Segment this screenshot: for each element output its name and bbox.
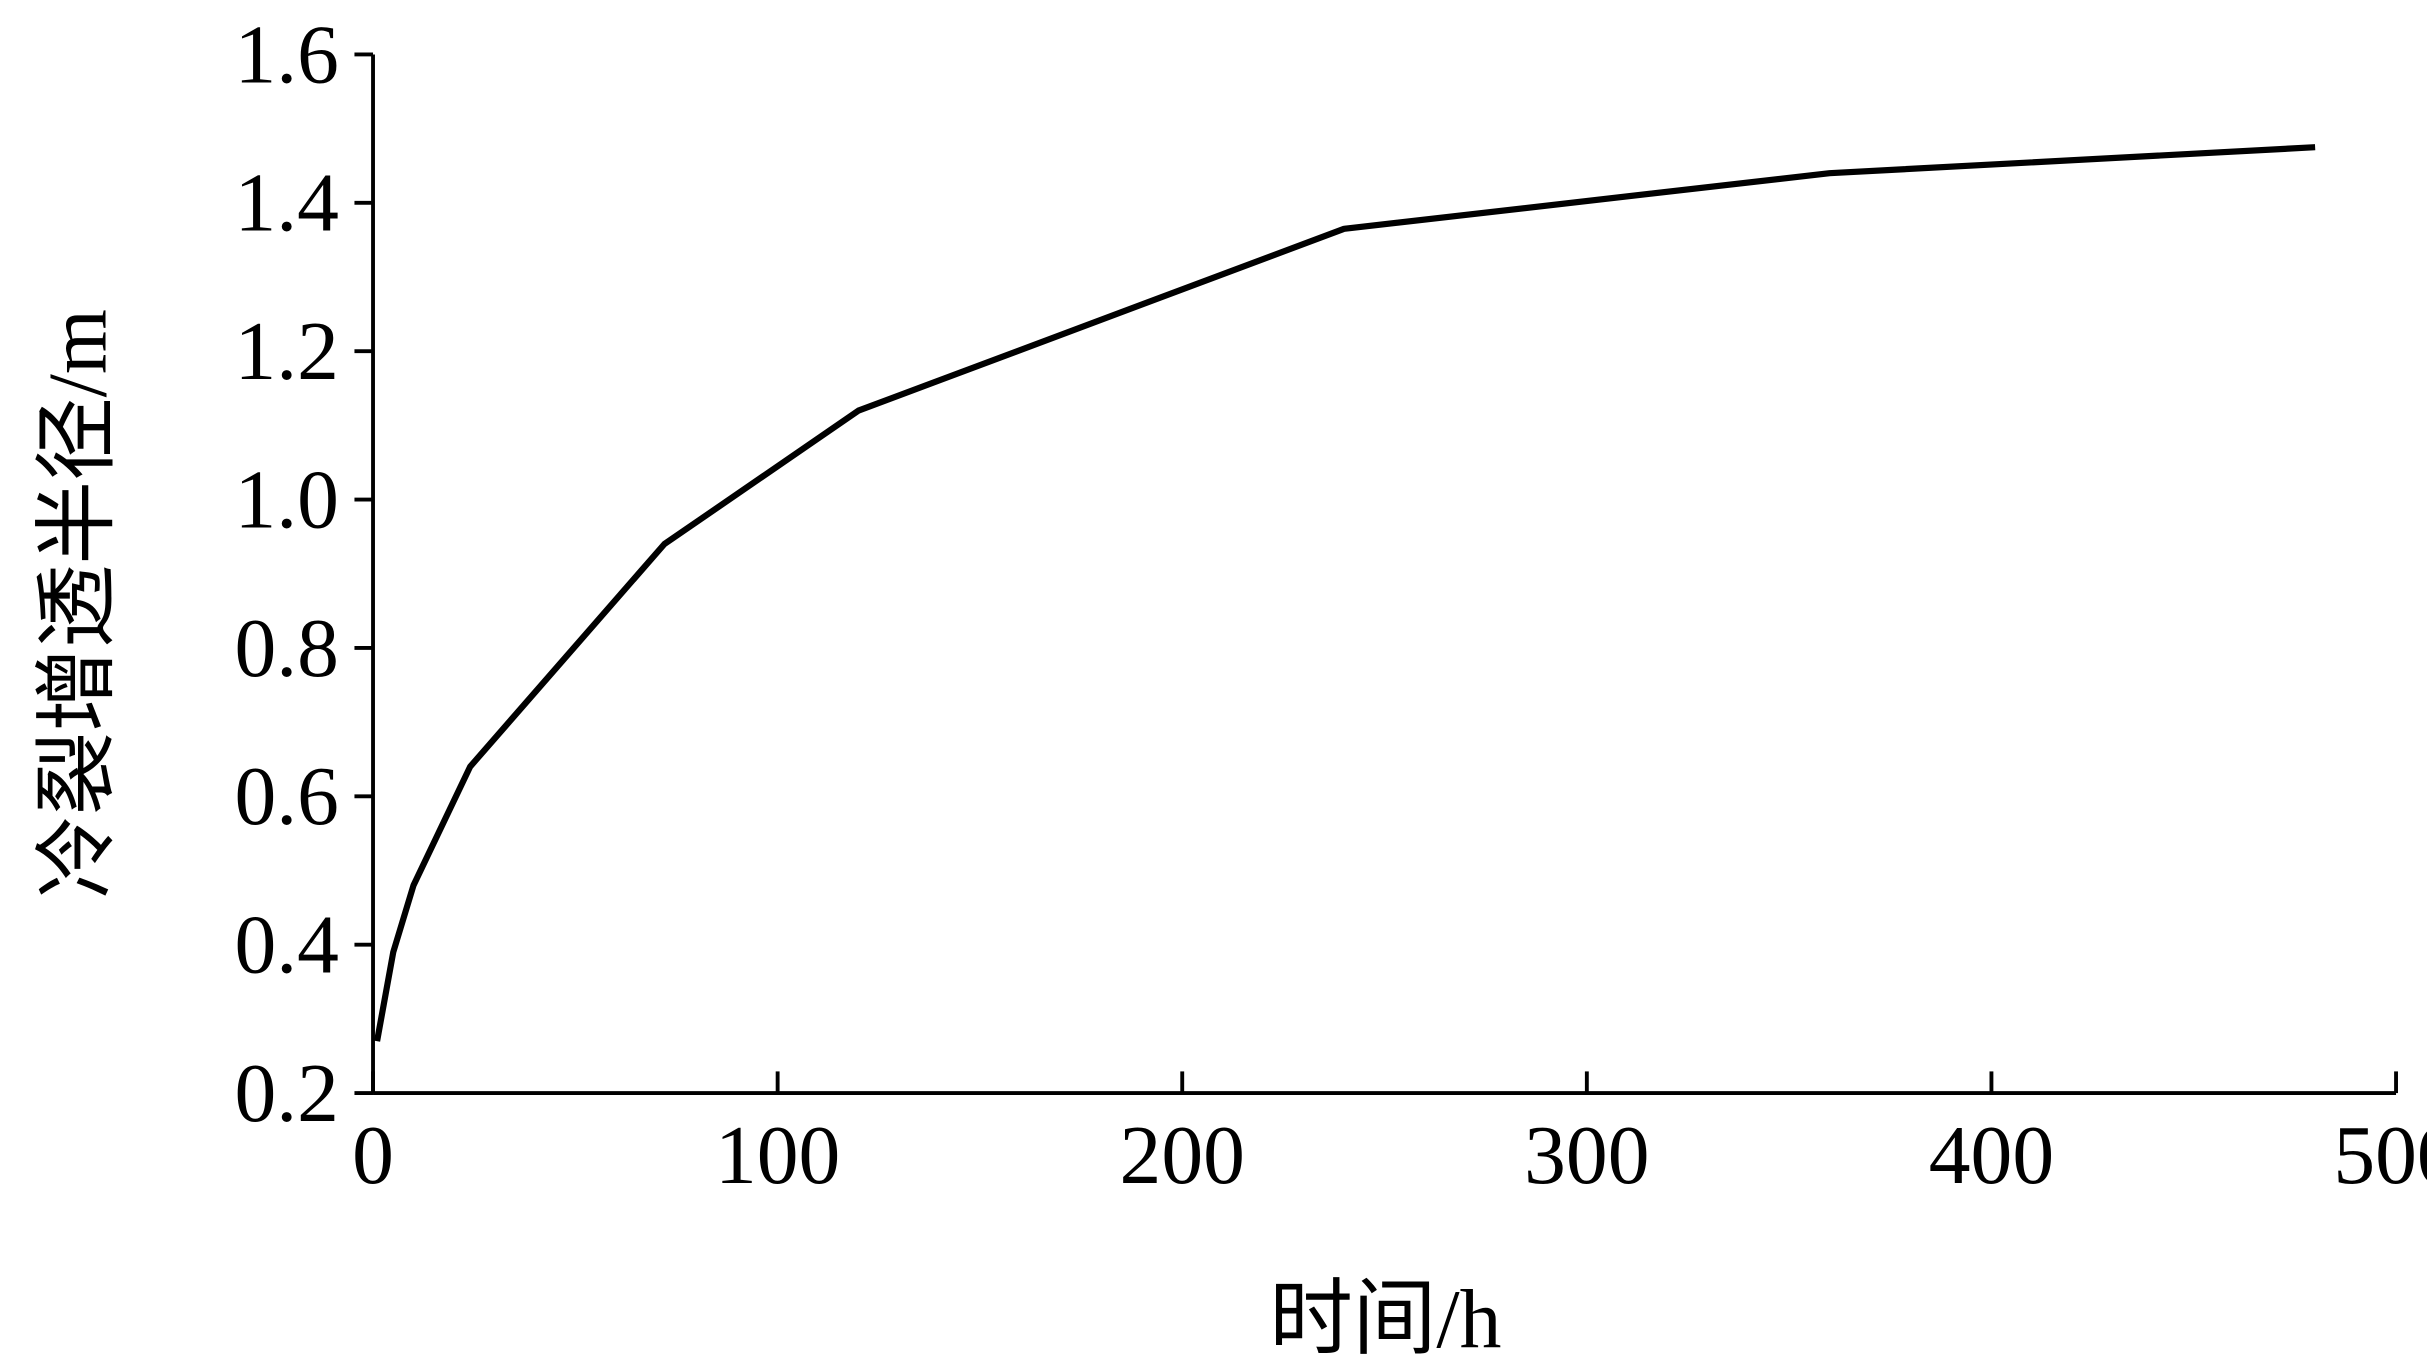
x-tick-label: 500 xyxy=(2333,1110,2427,1202)
y-axis-title: 冷裂增透半径/m xyxy=(32,309,124,899)
y-tick-label: 1.4 xyxy=(234,158,338,250)
x-tick-label: 200 xyxy=(1120,1110,1245,1202)
y-tick-label: 1.0 xyxy=(234,454,338,546)
data-line xyxy=(374,144,2316,1042)
y-tick-label: 1.6 xyxy=(234,9,338,101)
y-tick-label: 0.6 xyxy=(234,751,338,843)
y-tick-label: 0.2 xyxy=(234,1048,338,1140)
x-axis-title: 时间/h xyxy=(1269,1274,1501,1366)
x-tick-label: 400 xyxy=(1929,1110,2054,1202)
x-tick-label: 300 xyxy=(1524,1110,1649,1202)
y-tick-label: 0.8 xyxy=(234,603,338,695)
y-tick-label: 1.2 xyxy=(234,306,338,398)
x-tick-label: 0 xyxy=(352,1110,394,1202)
x-tick-label: 100 xyxy=(715,1110,840,1202)
y-tick-label: 0.4 xyxy=(234,900,338,992)
